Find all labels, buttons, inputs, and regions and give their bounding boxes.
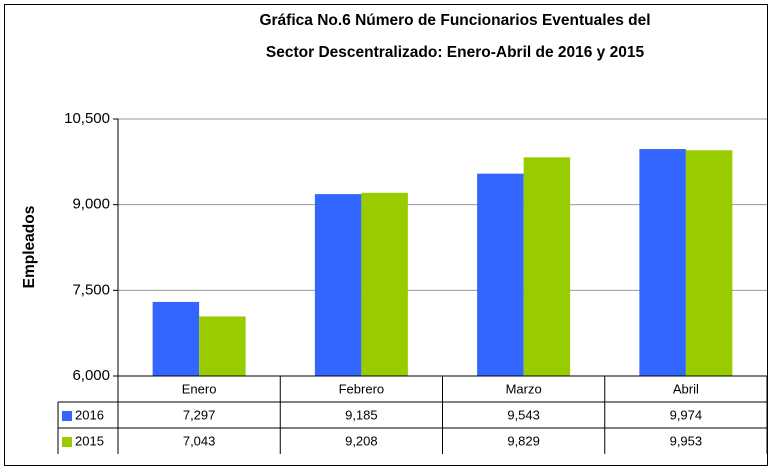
table-value: 7,297 [183,407,216,422]
bar [685,150,733,376]
x-tick-label: Abril [673,381,699,396]
chart-title: Sector Descentralizado: Enero-Abril de 2… [266,44,645,61]
x-tick-label: Marzo [506,381,542,396]
y-tick-label: 10,500 [64,110,110,127]
bar [639,149,686,376]
bar [361,192,408,376]
table-value: 9,185 [345,407,378,422]
table-value: 7,043 [183,433,216,448]
bar [314,194,362,376]
table-value: 9,829 [507,433,540,448]
table-value: 9,208 [345,433,378,448]
x-tick-label: Enero [182,381,217,396]
bar [477,173,524,376]
y-tick-label: 6,000 [72,367,110,384]
legend-swatch [62,437,72,447]
x-tick-label: Febrero [339,381,385,396]
table-value: 9,543 [507,407,540,422]
legend-label: 2016 [75,407,104,422]
chart-title: Gráfica No.6 Número de Funcionarios Even… [259,12,650,29]
legend-label: 2015 [75,433,104,448]
bar [152,301,200,376]
table-value: 9,974 [670,407,703,422]
y-tick-label: 7,500 [72,281,110,298]
y-axis-label: Empleados [21,206,38,289]
legend-swatch [62,411,72,421]
bar [523,157,571,376]
bar [199,316,246,376]
table-value: 9,953 [670,433,703,448]
y-tick-label: 9,000 [72,196,110,213]
